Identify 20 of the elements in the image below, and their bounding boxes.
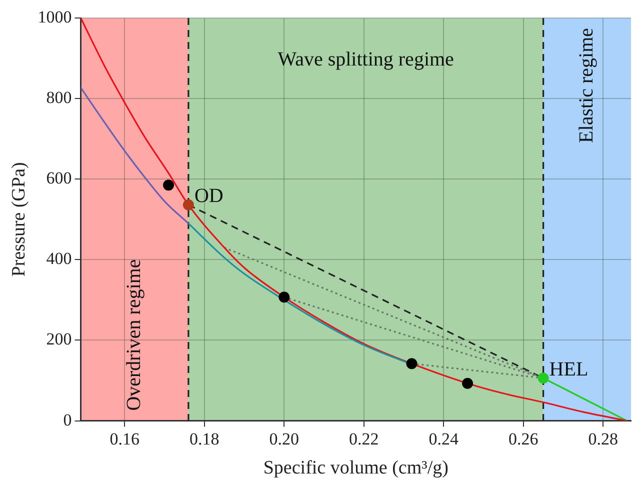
band-label: Wave splitting regime [278,48,454,70]
x-tick-label: 0.16 [110,429,140,448]
x-axis-title: Specific volume (cm³/g) [263,458,448,479]
x-tick-label: 0.24 [428,429,459,448]
y-tick-label: 200 [46,330,72,349]
annotation: OD [194,185,224,208]
x-tick-label: 0.20 [269,429,300,448]
y-tick-label: 0 [63,410,72,430]
band-label: Overdriven regime [122,259,145,411]
x-tick-label: 0.28 [588,429,618,448]
x-tick-label: 0.26 [508,429,538,448]
annotation: HEL [549,358,588,380]
band-label: Elastic regime [575,28,598,143]
y-tick-label: 400 [46,249,72,268]
x-tick-label: 0.18 [190,429,220,448]
x-tick-label: 0.22 [349,429,379,448]
y-tick-label: 800 [46,88,72,108]
y-tick-label: 1000 [38,7,72,26]
y-axis-title: Pressure (GPa) [8,162,30,277]
y-tick-label: 600 [46,168,72,188]
